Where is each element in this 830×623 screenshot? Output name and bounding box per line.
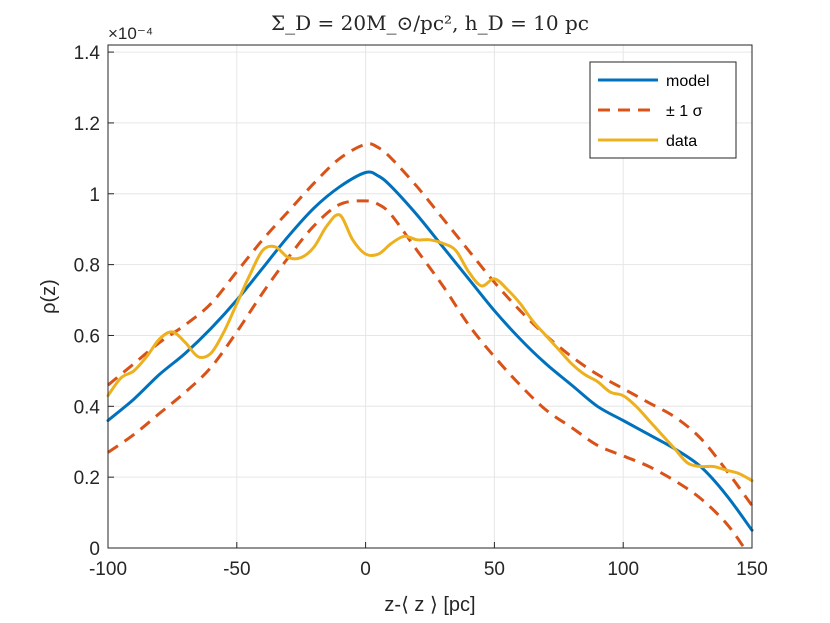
x-tick-label: 150: [736, 559, 768, 580]
series-line-model: [106, 170, 754, 532]
y-axis-exponent: ×10⁻⁴: [108, 24, 153, 43]
y-tick-label: 0.8: [74, 256, 100, 277]
y-tick-label: 1.4: [74, 43, 101, 64]
x-tick-label: -50: [223, 559, 250, 580]
y-axis-label: ρ(z): [38, 279, 60, 314]
chart-title: Σ_D = 20M_⊙/pc², h_D = 10 pc: [271, 11, 589, 35]
series-line-data: [106, 213, 754, 483]
series-group: [106, 142, 754, 549]
x-axis-label: z-⟨ z ⟩ [pc]: [384, 594, 475, 616]
series-line-sigma-lower: [107, 199, 746, 549]
x-tick-label: -100: [89, 559, 127, 580]
axes-box: [107, 44, 753, 549]
legend: model ± 1 σ data: [589, 61, 737, 159]
legend-label: data: [666, 133, 697, 150]
legend-label: model: [666, 73, 710, 90]
x-tick-label: 100: [607, 559, 639, 580]
x-tick-label: 50: [484, 559, 505, 580]
y-tick-label: 1.2: [74, 114, 100, 135]
y-tick-label: 0.2: [74, 468, 100, 489]
y-tick-label: 1: [89, 185, 100, 206]
ticks-group: -100 -50 0 50 100 150 0 0.2 0.4 0.6 0.8 1 1.2 1.4: [74, 43, 768, 580]
legend-label: ± 1 σ: [666, 103, 703, 120]
x-tick-label: 0: [360, 559, 371, 580]
y-tick-label: 0.6: [74, 326, 100, 347]
legend-box: [589, 61, 737, 159]
y-tick-label: 0.4: [74, 397, 101, 418]
y-tick-label: 0: [89, 539, 100, 560]
series-line-1: [107, 142, 754, 507]
